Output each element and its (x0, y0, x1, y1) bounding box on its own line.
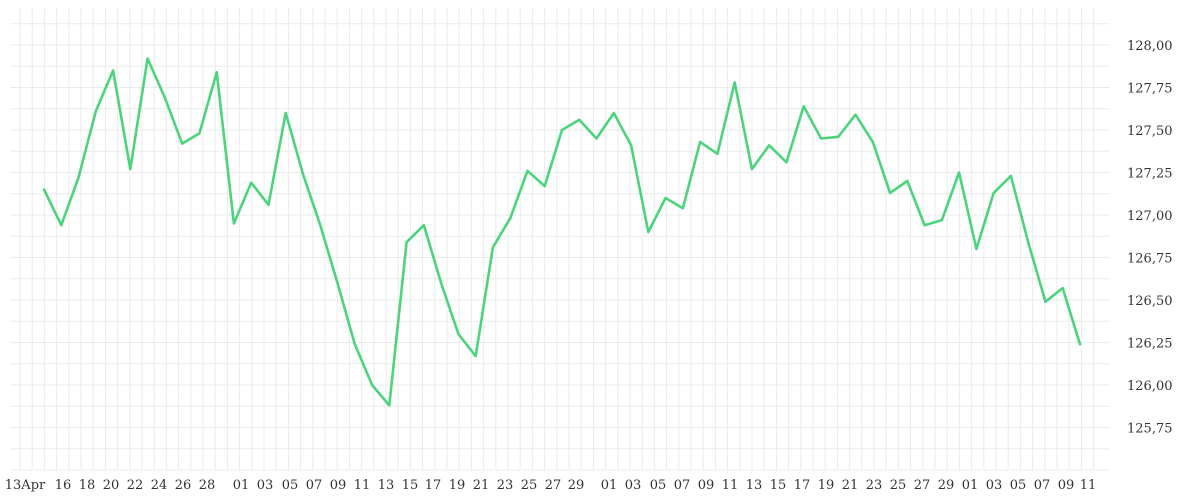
y-tick-label: 128,00 (1127, 39, 1173, 54)
x-tick-label: 25 (890, 478, 907, 493)
x-tick-label: 20 (103, 478, 120, 493)
x-tick-label: 05 (650, 478, 667, 493)
y-tick-label: 126,00 (1127, 379, 1173, 394)
x-tick-label: 09 (698, 478, 715, 493)
series-layer (42, 57, 1082, 407)
y-tick-label: 126,50 (1127, 294, 1173, 309)
x-tick-label: 29 (938, 478, 955, 493)
x-tick-label: 03 (625, 478, 642, 493)
x-tick-label: 09 (330, 478, 347, 493)
x-tick-label: 26 (175, 478, 192, 493)
x-axis: 13Apr 16 18 20 22 24 26 28 01 03 05 07 09 11 13 15 17 19 2… (5, 478, 1097, 493)
x-tick-label: 24 (151, 478, 168, 493)
x-tick-label: 19 (818, 478, 835, 493)
x-tick-label: 17 (794, 478, 811, 493)
x-tick-label: 07 (1034, 478, 1051, 493)
x-tick-label: 11 (722, 478, 739, 493)
x-tick-label: 23 (866, 478, 883, 493)
x-tick-label: 29 (568, 478, 585, 493)
y-tick-label: 126,75 (1127, 252, 1173, 267)
x-tick-label: 27 (914, 478, 931, 493)
x-tick-label: 25 (521, 478, 538, 493)
x-tick-label: 15 (402, 478, 419, 493)
x-tick-label: 13Apr (5, 478, 46, 493)
x-tick-label: 05 (282, 478, 299, 493)
y-tick-label: 127,50 (1127, 124, 1173, 139)
y-tick-label: 127,25 (1127, 167, 1173, 182)
x-tick-label: 17 (425, 478, 442, 493)
x-tick-label: 13 (378, 478, 395, 493)
y-axis: 125,75 126,00 126,25 126,50 126,75 127,00 127,… (1127, 39, 1173, 437)
series-line (42, 57, 1082, 407)
x-tick-label: 01 (233, 478, 250, 493)
x-tick-label: 13 (746, 478, 763, 493)
x-tick-label: 22 (127, 478, 144, 493)
y-tick-label: 127,00 (1127, 209, 1173, 224)
y-tick-label: 127,75 (1127, 82, 1173, 97)
x-tick-label: 23 (497, 478, 514, 493)
x-tick-label: 01 (601, 478, 618, 493)
x-tick-label: 01 (962, 478, 979, 493)
y-tick-label: 125,75 (1127, 422, 1173, 437)
x-tick-label: 16 (55, 478, 72, 493)
x-tick-label: 11 (354, 478, 371, 493)
x-tick-label: 11 (1080, 478, 1097, 493)
y-tick-label: 126,25 (1127, 337, 1173, 352)
x-tick-label: 05 (1010, 478, 1027, 493)
x-tick-label: 09 (1058, 478, 1075, 493)
x-tick-label: 21 (473, 478, 490, 493)
x-tick-label: 28 (199, 478, 216, 493)
x-tick-label: 18 (79, 478, 96, 493)
x-tick-label: 27 (545, 478, 562, 493)
x-tick-label: 07 (674, 478, 691, 493)
x-tick-label: 03 (257, 478, 274, 493)
x-tick-label: 21 (842, 478, 859, 493)
x-tick-label: 19 (449, 478, 466, 493)
x-tick-label: 15 (770, 478, 787, 493)
x-tick-label: 07 (306, 478, 323, 493)
grid (10, 8, 1110, 471)
x-tick-label: 03 (986, 478, 1003, 493)
